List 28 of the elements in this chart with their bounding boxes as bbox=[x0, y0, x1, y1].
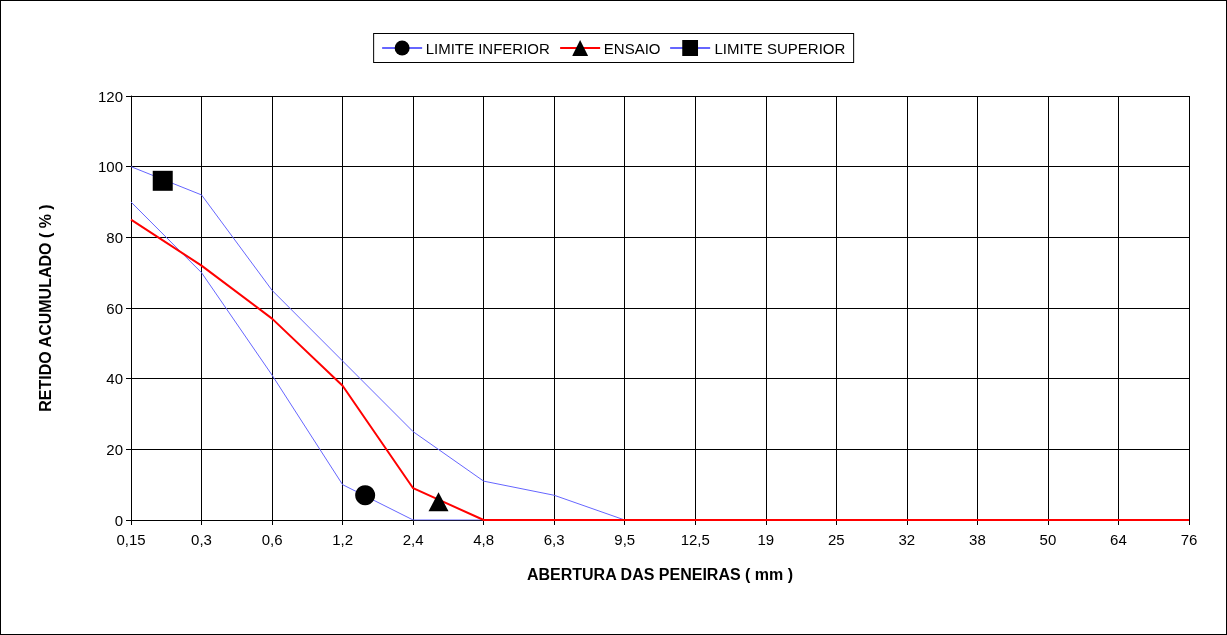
x-tick-label: 9,5 bbox=[614, 531, 636, 548]
x-tick-label: 76 bbox=[1180, 531, 1198, 548]
x-tick-label: 0,6 bbox=[261, 531, 283, 548]
x-tick-label: 4,8 bbox=[473, 531, 495, 548]
y-tick-label: 80 bbox=[106, 228, 123, 246]
legend-label: ENSAIO bbox=[603, 39, 661, 57]
y-tick-label: 60 bbox=[106, 299, 123, 317]
legend-label: LIMITE SUPERIOR bbox=[714, 39, 846, 57]
y-tick-label: 40 bbox=[106, 370, 123, 388]
y-tick-label: 120 bbox=[97, 87, 123, 105]
x-tick-label: 0,15 bbox=[116, 531, 146, 548]
x-tick-label: 32 bbox=[898, 531, 916, 548]
x-axis-title: ABERTURA DAS PENEIRAS ( mm ) bbox=[526, 565, 794, 583]
x-tick-label: 50 bbox=[1039, 531, 1057, 548]
y-axis-title: RETIDO ACUMULADO ( % ) bbox=[36, 204, 54, 412]
y-tick-label: 100 bbox=[97, 158, 123, 176]
x-tick-label: 1,2 bbox=[332, 531, 354, 548]
x-tick-label: 2,4 bbox=[402, 531, 424, 548]
x-tick-label: 38 bbox=[969, 531, 986, 548]
legend-label: LIMITE INFERIOR bbox=[425, 39, 550, 57]
x-tick-label: 19 bbox=[757, 531, 775, 548]
x-tick-label: 6,3 bbox=[543, 531, 565, 548]
x-tick-label: 0,3 bbox=[191, 531, 212, 548]
y-tick-label: 0 bbox=[114, 511, 123, 529]
x-tick-label: 64 bbox=[1110, 531, 1127, 548]
y-tick-label: 20 bbox=[106, 440, 123, 458]
x-tick-label: 25 bbox=[827, 531, 845, 548]
x-tick-label: 12,5 bbox=[680, 531, 710, 548]
